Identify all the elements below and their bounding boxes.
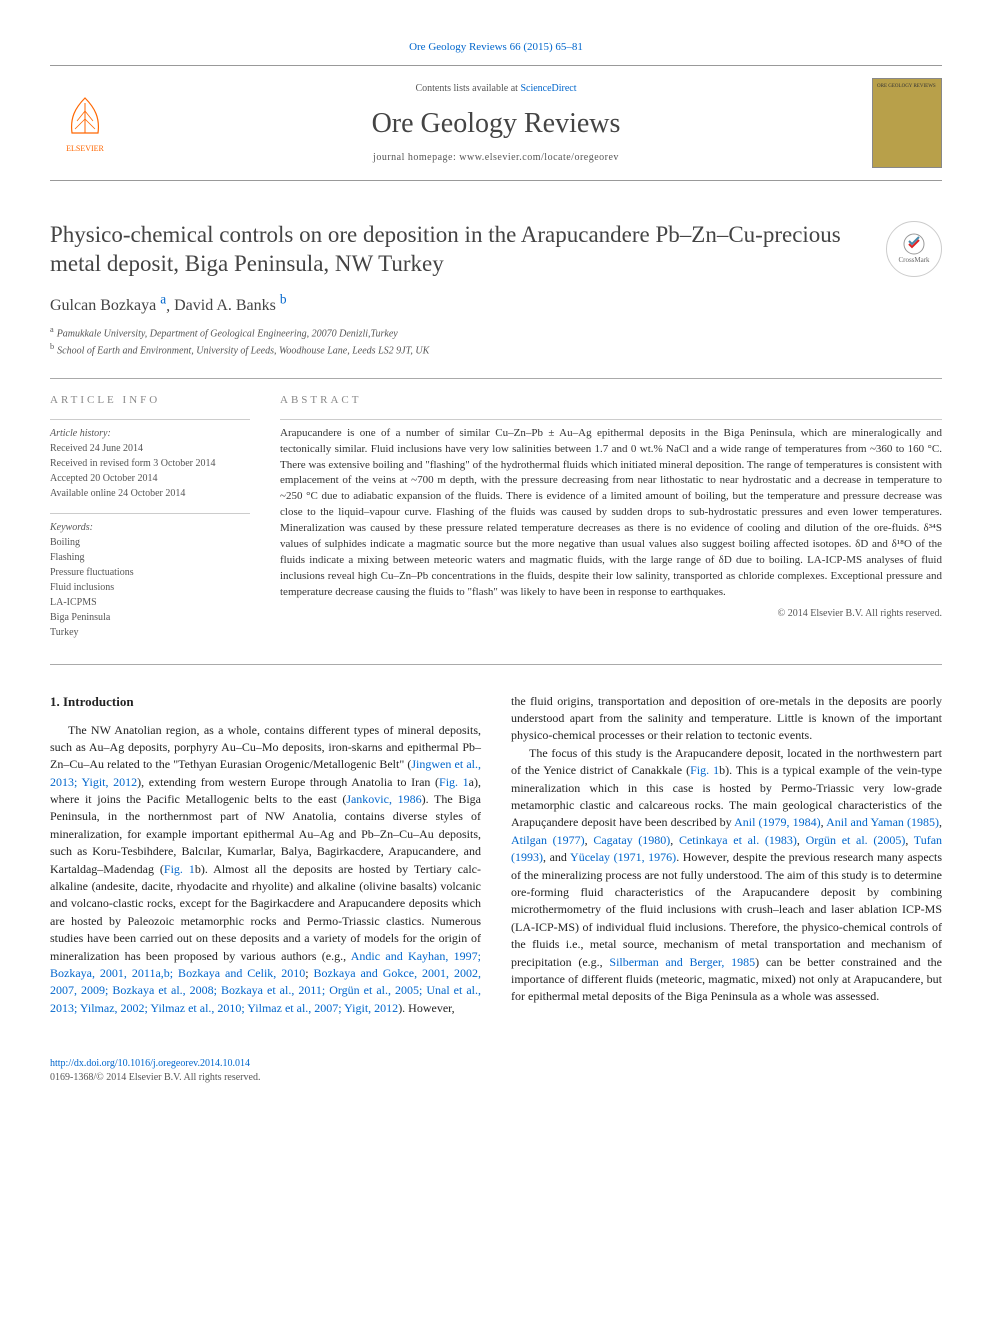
journal-cover-thumbnail: ORE GEOLOGY REVIEWS [872, 78, 942, 168]
p1-text-f: ; [305, 966, 313, 980]
abstract-column: abstract Arapucandere is one of a number… [280, 393, 942, 651]
journal-name: Ore Geology Reviews [120, 104, 872, 143]
contents-prefix: Contents lists available at [415, 83, 520, 94]
intro-paragraph-2: The focus of this study is the Arapucand… [511, 745, 942, 1006]
masthead: ELSEVIER Contents lists available at Sci… [50, 65, 942, 181]
keyword-1: Boiling [50, 535, 250, 550]
author-2-aff-marker[interactable]: b [280, 292, 287, 307]
author-2: David A. Banks b [174, 297, 286, 314]
affiliation-b: bSchool of Earth and Environment, Univer… [50, 341, 942, 358]
author-1-aff-marker[interactable]: a [160, 292, 166, 307]
issn-copyright: 0169-1368/© 2014 Elsevier B.V. All right… [50, 1071, 942, 1085]
aff-b-marker: b [50, 342, 54, 351]
sciencedirect-link[interactable]: ScienceDirect [520, 83, 576, 94]
keyword-7: Turkey [50, 625, 250, 640]
p1-text-b: ), extending from western Europe through… [137, 775, 439, 789]
section-1-heading: 1. Introduction [50, 693, 481, 712]
keyword-6: Biga Peninsula [50, 610, 250, 625]
citation-link[interactable]: Ore Geology Reviews 66 (2015) 65–81 [409, 41, 583, 53]
masthead-center: Contents lists available at ScienceDirec… [120, 82, 872, 165]
aff-a-marker: a [50, 325, 54, 334]
keywords-label: Keywords: [50, 520, 250, 535]
article-info-heading: article info [50, 393, 250, 408]
abstract-copyright: © 2014 Elsevier B.V. All rights reserved… [280, 607, 942, 621]
p2-text-f: , [670, 833, 679, 847]
elsevier-tree-icon [60, 93, 110, 143]
p2-text-g: , [797, 833, 806, 847]
ref-cetinkaya[interactable]: Cetinkaya et al. (1983) [679, 833, 797, 847]
homepage-line: journal homepage: www.elsevier.com/locat… [120, 151, 872, 165]
page-footer: http://dx.doi.org/10.1016/j.oregeorev.20… [50, 1057, 942, 1085]
p2-text-d: , [939, 815, 942, 829]
abstract-text: Arapucandere is one of a number of simil… [280, 419, 942, 601]
history-accepted: Accepted 20 October 2014 [50, 471, 250, 486]
homepage-url: www.elsevier.com/locate/oregeorev [459, 152, 619, 163]
info-abstract-row: article info Article history: Received 2… [50, 393, 942, 664]
ref-silberman[interactable]: Silberman and Berger, 1985 [609, 955, 755, 969]
elsevier-logo: ELSEVIER [50, 83, 120, 163]
intro-paragraph-1: The NW Anatolian region, as a whole, con… [50, 722, 481, 1018]
divider-top [50, 378, 942, 379]
history-received: Received 24 June 2014 [50, 441, 250, 456]
author-2-name: David A. Banks [174, 297, 276, 314]
p1-text-g: ). However, [398, 1001, 455, 1015]
homepage-prefix: journal homepage: [373, 152, 459, 163]
ref-orgun[interactable]: Orgün et al. (2005) [806, 833, 906, 847]
crossmark-label: CrossMark [898, 256, 929, 266]
ref-anil[interactable]: Anil (1979, 1984) [734, 815, 821, 829]
affiliation-a: aPamukkale University, Department of Geo… [50, 324, 942, 341]
article-info-column: article info Article history: Received 2… [50, 393, 250, 651]
contents-line: Contents lists available at ScienceDirec… [120, 82, 872, 96]
ref-fig1b-2[interactable]: Fig. 1 [690, 763, 719, 777]
article-title: Physico-chemical controls on ore deposit… [50, 221, 866, 279]
ref-anil-yaman[interactable]: Anil and Yaman (1985) [826, 815, 939, 829]
article-history-block: Article history: Received 24 June 2014 R… [50, 419, 250, 501]
body-two-column: 1. Introduction The NW Anatolian region,… [50, 693, 942, 1017]
publisher-name: ELSEVIER [66, 143, 104, 154]
history-label: Article history: [50, 426, 250, 441]
p2-text-j: . However, despite the previous research… [511, 850, 942, 968]
article-header: Physico-chemical controls on ore deposit… [50, 221, 942, 279]
ref-fig1b[interactable]: Fig. 1 [164, 862, 195, 876]
doi-link[interactable]: http://dx.doi.org/10.1016/j.oregeorev.20… [50, 1058, 250, 1069]
abstract-heading: abstract [280, 393, 942, 408]
ref-atilgan[interactable]: Atilgan (1977) [511, 833, 585, 847]
keyword-5: LA-ICPMS [50, 595, 250, 610]
ref-fig1a[interactable]: Fig. 1 [439, 775, 469, 789]
author-1: Gulcan Bozkaya a [50, 297, 166, 314]
keyword-2: Flashing [50, 550, 250, 565]
authors-line: Gulcan Bozkaya a, David A. Banks b [50, 291, 942, 318]
aff-a-text: Pamukkale University, Department of Geol… [57, 328, 398, 339]
keywords-block: Keywords: Boiling Flashing Pressure fluc… [50, 513, 250, 640]
p2-text-h: , [905, 833, 913, 847]
p1-text-e: b). Almost all the deposits are hosted b… [50, 862, 481, 963]
history-revised: Received in revised form 3 October 2014 [50, 456, 250, 471]
citation-line: Ore Geology Reviews 66 (2015) 65–81 [50, 40, 942, 55]
keyword-4: Fluid inclusions [50, 580, 250, 595]
keyword-3: Pressure fluctuations [50, 565, 250, 580]
p2-text-i: , and [543, 850, 570, 864]
affiliations: aPamukkale University, Department of Geo… [50, 324, 942, 359]
body-col-right: the fluid origins, transportation and de… [511, 693, 942, 1017]
ref-yucelay[interactable]: Yücelay (1971, 1976) [570, 850, 676, 864]
intro-paragraph-1-cont: the fluid origins, transportation and de… [511, 693, 942, 745]
ref-cagatay[interactable]: Cagatay (1980) [593, 833, 670, 847]
crossmark-badge[interactable]: CrossMark [886, 221, 942, 277]
body-col-left: 1. Introduction The NW Anatolian region,… [50, 693, 481, 1017]
author-1-name: Gulcan Bozkaya [50, 297, 156, 314]
crossmark-icon [902, 232, 926, 256]
history-online: Available online 24 October 2014 [50, 486, 250, 501]
aff-b-text: School of Earth and Environment, Univers… [57, 345, 429, 356]
ref-jankovic[interactable]: Jankovic, 1986 [346, 792, 421, 806]
